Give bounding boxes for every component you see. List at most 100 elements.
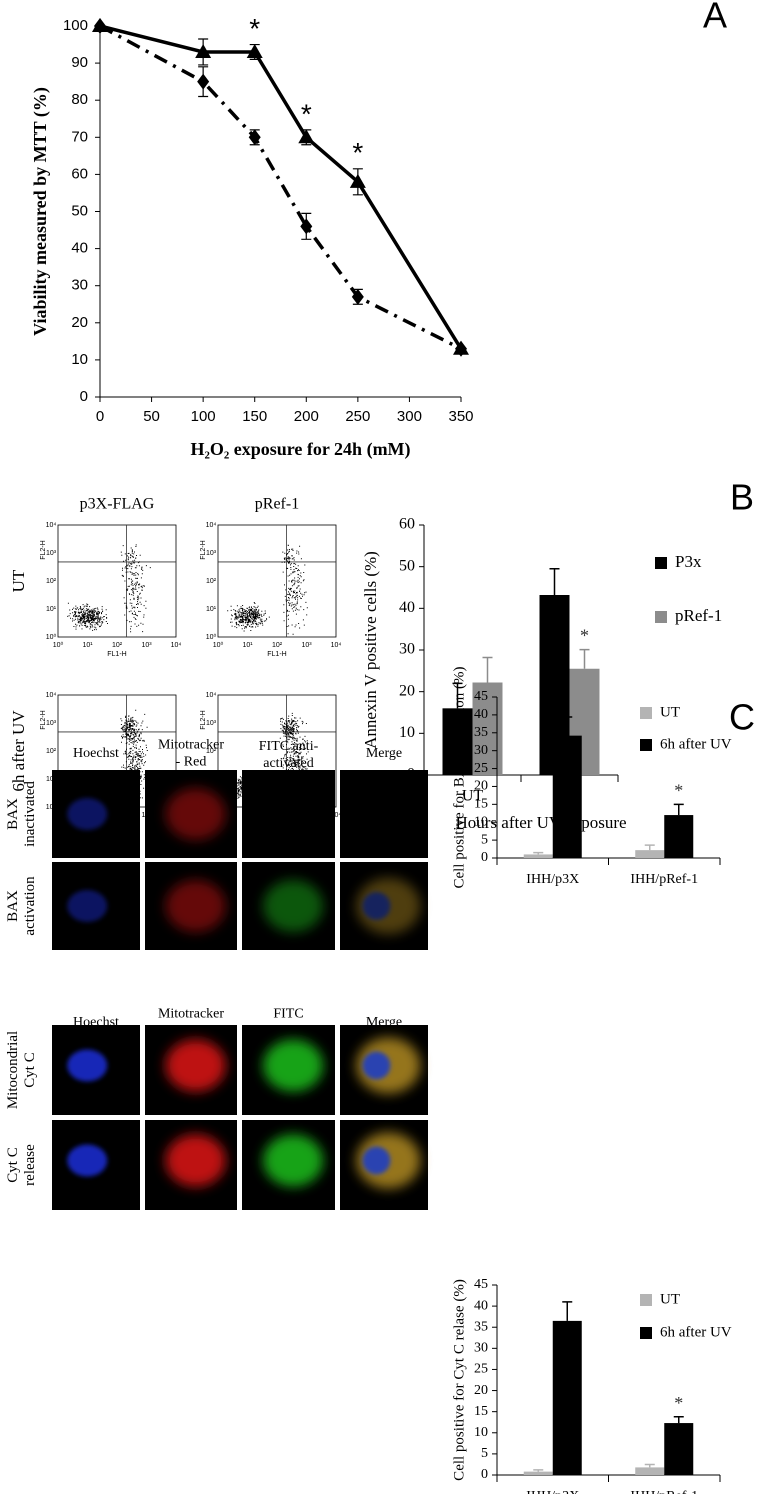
cell-glow [67,798,108,830]
marker [298,129,315,144]
x-tick-label: 100 [191,408,216,425]
micro-column-label-line: - Red [176,755,207,770]
micro-row-label: Mitocondrial Cyt C [5,1031,38,1109]
cell [67,1144,108,1177]
flow-y-tick: 10¹ [46,606,57,613]
legend-swatch [640,739,652,751]
micro-row-label-line: Cyt C [22,1052,38,1087]
error-bar [533,851,544,855]
y-tick-label: 45 [474,1277,488,1292]
y-tick-label: 10 [474,1425,488,1440]
flow-plot [217,524,337,638]
y-tick-label: 0 [80,388,88,405]
flow-x-tick: 10⁰ [213,641,224,649]
x-tick-label: IHH/pRef-1 [630,1489,698,1494]
cell-glow [362,1051,391,1080]
micro-column-label-line: activated [263,756,314,771]
flow-y-tick: 10² [206,748,217,755]
legend-label: 6h after UV [660,736,732,752]
marker [351,288,364,305]
cell [263,1039,324,1092]
flow-x-tick: 10¹ [242,642,253,649]
flow-y-axis: FL2-H [40,710,47,729]
error-bar [644,1463,655,1468]
error-bar [562,1301,573,1321]
flow-x-tick: 10¹ [82,642,93,649]
series-line [99,24,462,351]
cell [165,1039,226,1092]
flow-x-tick: 10⁰ [53,641,64,649]
cell [263,880,324,932]
cell-glow [362,1146,391,1175]
marker [455,340,467,357]
micro-column-label: Merge [366,746,402,761]
flow-y-tick: 10⁰ [46,633,57,641]
error-bar [533,1469,544,1472]
x-tick-label: 50 [143,408,160,425]
flow-row-label: 6h after UV [9,710,28,792]
bar [664,1423,694,1475]
flow-column-label: p3X-FLAG [80,496,155,513]
micro-row-label: BAX inactivated [5,781,38,847]
cell [263,1134,324,1187]
micro-row-label: BAX activation [5,876,38,936]
bar [664,815,694,858]
cell [67,1049,108,1082]
x-tick-label: UT [462,788,484,805]
significance: * [674,780,683,800]
flow-x-tick: 10⁴ [171,642,182,649]
flow-y-tick: 10² [46,748,57,755]
marker [197,73,210,90]
y-tick-label: 5 [481,1446,488,1461]
y-tick-label: 0 [481,1467,488,1482]
marker [94,18,106,34]
flow-dots [227,544,308,635]
error-bar [673,1415,684,1424]
legend-swatch [655,611,667,623]
y-tick-label: 70 [71,128,88,145]
y-tick-label: 35 [474,1319,488,1334]
legend-swatch [640,1294,652,1306]
y-tick-label: 35 [474,725,488,740]
error-bar [644,844,655,851]
y-tick-label: 0 [481,850,488,865]
x-tick-label: 300 [397,408,422,425]
y-tick-label: 60 [399,516,415,533]
bar [552,1320,582,1475]
y-tick-label: 25 [474,1362,488,1377]
micro-column-label-line: Mitotracker [158,738,224,753]
cell [67,798,108,830]
y-tick-label: 20 [399,682,415,699]
bar [552,735,582,858]
micro-image [340,770,428,858]
flow-x-axis: FL1-H [107,651,126,658]
cell [356,1132,421,1189]
error-bar [673,803,684,816]
marker [195,43,212,58]
y-tick-label: 10 [71,351,88,368]
flow-x-tick: 10² [112,642,123,649]
x-tick-label: 200 [294,408,319,425]
flow-y-axis: FL2-H [200,540,207,559]
y-tick-label: 15 [474,797,488,812]
flow-x-tick: 10⁴ [331,812,342,819]
x-tick-label: 150 [242,408,267,425]
y-tick-label: 30 [474,1341,488,1356]
micro-column-label-line: FITC anti- [259,739,319,754]
cell-glow [165,1134,226,1187]
micro-row-label-line: release [22,1144,38,1186]
y-axis-title: Annexin V positive cells (%) [361,551,380,749]
legend-label: pRef-1 [675,606,722,625]
legend-label: 6h after UV [660,1324,732,1340]
y-tick-label: 25 [474,761,488,776]
y-tick-label: 100 [63,17,88,34]
y-tick-label: 40 [474,1298,488,1313]
flow-row-label: UT [9,569,28,592]
y-tick-label: 40 [71,240,88,257]
flow-y-tick: 10⁴ [46,692,57,699]
error-bar [482,656,493,683]
bar [635,850,665,858]
panel-label: C [729,697,755,738]
cell-glow [67,1049,108,1082]
